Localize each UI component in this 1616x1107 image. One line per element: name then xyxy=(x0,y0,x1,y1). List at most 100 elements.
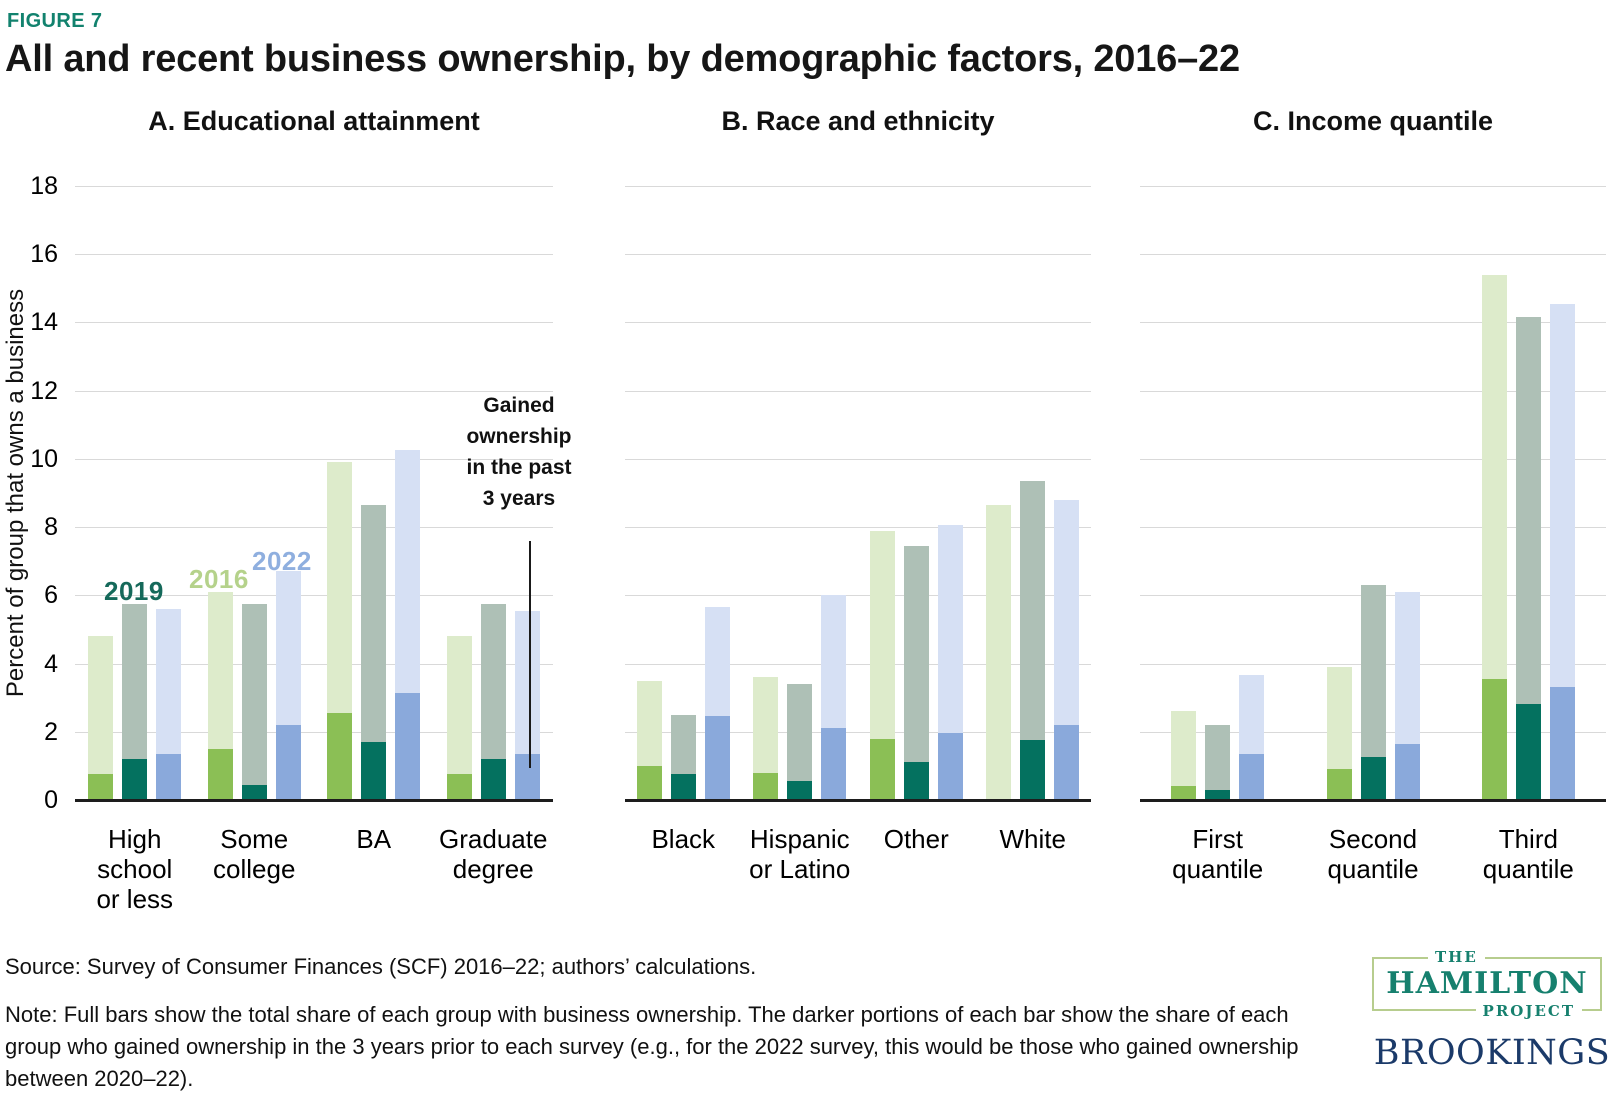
bar-2022-recent-gain xyxy=(1394,743,1420,800)
y-axis-tick-label: 16 xyxy=(30,240,58,269)
x-axis-category-label: Other xyxy=(883,824,949,854)
bar-2019-total xyxy=(1205,724,1231,800)
gridline xyxy=(1140,527,1606,529)
x-axis-baseline xyxy=(1140,799,1606,802)
gridline xyxy=(625,186,1091,187)
x-axis-category-label: Hispanic or Latino xyxy=(749,824,851,884)
bar-2019-recent-gain xyxy=(1205,789,1231,800)
bar-2022-recent-gain xyxy=(821,728,847,800)
legend-label-2016: 2016 xyxy=(189,564,249,594)
x-axis-category-label: Some college xyxy=(213,824,296,884)
x-axis-category-label: White xyxy=(999,824,1066,854)
bar-2019-total xyxy=(903,545,929,800)
bar-2016-recent-gain xyxy=(88,774,114,800)
gridline xyxy=(625,254,1091,256)
bar-2016-total xyxy=(88,636,114,800)
x-axis-baseline xyxy=(75,799,553,802)
x-axis-category-label: Graduate degree xyxy=(439,824,548,884)
legend-label-2022: 2022 xyxy=(252,546,312,576)
bar-2016-recent-gain xyxy=(446,774,472,800)
figure-label: FIGURE 7 xyxy=(7,10,103,32)
bar-2019-recent-gain xyxy=(480,759,506,800)
gridline xyxy=(625,458,1091,460)
gridline xyxy=(1140,390,1606,392)
legend-label-2019: 2019 xyxy=(104,576,164,606)
panel-b-title: B. Race and ethnicity xyxy=(721,106,995,136)
gridline xyxy=(75,527,553,529)
bar-2022-recent-gain xyxy=(514,753,540,800)
bar-2019-recent-gain xyxy=(122,759,148,800)
bar-2019-recent-gain xyxy=(903,762,929,800)
bar-2016-recent-gain xyxy=(753,772,779,800)
bar-2016-recent-gain xyxy=(1481,678,1507,800)
hamilton-logo-the: THE xyxy=(1428,948,1485,966)
bar-2022-recent-gain xyxy=(275,724,301,800)
bar-2016-recent-gain xyxy=(1326,769,1352,800)
hamilton-logo-project: PROJECT xyxy=(1475,1002,1582,1020)
bar-2016-total xyxy=(1171,711,1197,800)
x-axis-category-label: Third quantile xyxy=(1482,824,1574,884)
bar-2016-recent-gain xyxy=(1171,786,1197,800)
gridline xyxy=(75,663,553,665)
note-text: Note: Full bars show the total share of … xyxy=(5,1002,1299,1091)
y-axis-tick-label: 4 xyxy=(44,649,58,678)
source-text: Source: Survey of Consumer Finances (SCF… xyxy=(5,954,757,979)
y-axis-tick-label: 6 xyxy=(44,581,58,610)
bar-2016-recent-gain xyxy=(327,713,353,800)
y-axis-tick-label: 18 xyxy=(30,172,58,200)
bar-2016-recent-gain xyxy=(207,748,233,800)
bar-2022-recent-gain xyxy=(1549,687,1575,800)
gridline xyxy=(625,527,1091,529)
y-axis-tick-label: 14 xyxy=(30,308,58,337)
bar-2016-recent-gain xyxy=(869,738,895,800)
gridline xyxy=(625,390,1091,392)
bar-2019-recent-gain xyxy=(787,781,813,800)
gridline xyxy=(75,322,553,324)
gridline xyxy=(75,731,553,733)
bar-2022-recent-gain xyxy=(704,716,730,800)
gridline xyxy=(1140,458,1606,460)
y-axis-tick-label: 12 xyxy=(30,376,58,405)
brookings-logo: BROOKINGS xyxy=(1373,1033,1611,1073)
gridline xyxy=(75,390,553,392)
annotation-gained-ownership: Gained ownership in the past 3 years xyxy=(466,394,572,510)
gridline xyxy=(625,322,1091,324)
bar-2019-recent-gain xyxy=(361,742,387,800)
x-axis-category-label: Second quantile xyxy=(1327,824,1419,884)
bar-2022-recent-gain xyxy=(1054,724,1080,800)
x-axis-baseline xyxy=(625,799,1091,802)
gridline xyxy=(1140,254,1606,256)
bar-2022-recent-gain xyxy=(395,692,421,800)
figure-title: All and recent business ownership, by de… xyxy=(5,38,1240,80)
bar-2022-recent-gain xyxy=(156,753,182,800)
gridline xyxy=(625,595,1091,597)
bar-2019-total xyxy=(787,684,813,800)
bar-2016-total xyxy=(986,504,1012,800)
gridline xyxy=(75,186,553,187)
x-axis-category-label: First quantile xyxy=(1172,824,1264,884)
annotation-pointer-line xyxy=(529,541,531,768)
bar-2019-recent-gain xyxy=(1515,704,1541,800)
bar-2019-recent-gain xyxy=(670,774,696,800)
gridline xyxy=(1140,322,1606,324)
bar-2019-recent-gain xyxy=(1020,740,1046,800)
bar-2022-recent-gain xyxy=(937,733,963,800)
bar-2019-recent-gain xyxy=(1360,757,1386,800)
panel-c-title: C. Income quantile xyxy=(1252,106,1494,136)
hamilton-project-logo: THE HAMILTON PROJECT xyxy=(1372,948,1602,1020)
hamilton-logo-wordmark: HAMILTON xyxy=(1386,966,1588,1001)
bar-2019-recent-gain xyxy=(241,784,267,800)
y-axis-tick-label: 8 xyxy=(44,513,58,542)
x-axis-category-label: High school or less xyxy=(96,824,174,914)
gridline xyxy=(75,595,553,597)
bar-2019-total xyxy=(241,603,267,800)
x-axis-category-label: BA xyxy=(356,824,392,854)
gridline xyxy=(625,731,1091,733)
gridline xyxy=(625,663,1091,665)
bar-2022-recent-gain xyxy=(1239,753,1265,800)
x-axis-category-label: Black xyxy=(651,824,716,854)
gridline xyxy=(1140,186,1606,187)
y-axis-tick-label: 10 xyxy=(30,444,58,473)
